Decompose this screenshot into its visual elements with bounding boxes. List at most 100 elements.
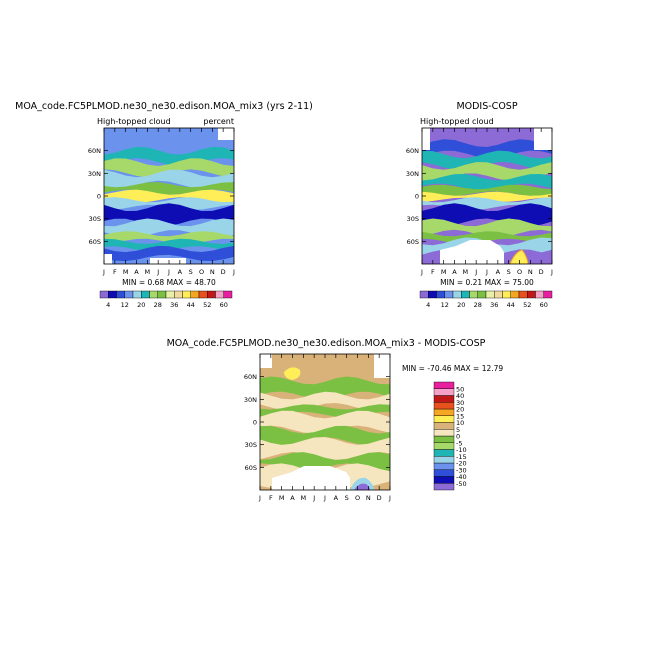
panel-observations: MODIS-COSP High-topped cloud 60N30N030S6…: [406, 101, 553, 309]
missing-region: [104, 254, 112, 264]
x-tick-label: J: [232, 268, 235, 276]
x-tick-label: M: [441, 268, 447, 276]
colorbar-swatch: [419, 290, 429, 299]
missing-region: [509, 249, 529, 264]
colorbar-swatch: [223, 290, 233, 299]
y-tick-label: 30N: [244, 396, 257, 404]
panel-title: MODIS-COSP: [456, 101, 517, 112]
x-tick-label: A: [178, 268, 183, 276]
colorbar-swatch: [124, 290, 134, 299]
missing-region: [260, 354, 272, 368]
colorbar-swatch: [433, 422, 455, 430]
x-tick-label: J: [485, 268, 488, 276]
colorbar-label: 50: [456, 385, 464, 393]
panel-title: MOA_code.FC5PLMOD.ne30_ne30.edison.MOA_m…: [167, 338, 486, 349]
contour-band: [104, 238, 234, 252]
colorbar-label: 4: [426, 301, 430, 309]
colorbar-label: -15: [456, 453, 467, 461]
y-tick-label: 30N: [88, 170, 101, 178]
colorbar-label: 60: [220, 301, 228, 309]
holes: [422, 128, 552, 264]
colorbar-swatch: [433, 388, 455, 396]
colorbar-swatch: [436, 290, 445, 299]
colorbar-swatch: [502, 290, 511, 299]
missing-region: [218, 128, 234, 140]
x-tick-label: S: [345, 494, 349, 502]
colorbar-swatch: [157, 290, 167, 299]
contour-band: [260, 437, 390, 460]
missing-region: [534, 128, 552, 150]
colorbar-label: -30: [456, 466, 467, 474]
colorbar-swatch: [433, 402, 455, 410]
contour-band: [104, 158, 234, 178]
colorbar-label: 5: [456, 426, 460, 434]
colorbar-swatch: [116, 290, 125, 299]
y-tick-label: 60N: [88, 147, 101, 155]
stats: MIN = -70.46 MAX = 12.79: [402, 364, 503, 373]
colorbar-label: 20: [457, 301, 465, 309]
colorbar-swatch: [149, 290, 158, 299]
x-tick-label: D: [221, 268, 226, 276]
feature-max: [284, 367, 301, 380]
colorbar-swatch: [433, 395, 455, 403]
x-tick-label: J: [420, 268, 423, 276]
x-tick-label: J: [258, 494, 261, 502]
missing-region: [374, 354, 390, 378]
x-tick-label: A: [134, 268, 139, 276]
colorbar-swatch: [452, 290, 462, 299]
x-tick-label: J: [156, 268, 159, 276]
panel-left-label: High-topped cloud: [97, 117, 171, 126]
colorbar-label: 30: [456, 399, 464, 407]
x-tick-label: J: [474, 268, 477, 276]
colorbar: 4 12 20 28 36 44 52 60: [99, 290, 233, 309]
contour-band: [104, 231, 234, 244]
x-tick-label: N: [528, 268, 533, 276]
x-tick-label: M: [301, 494, 307, 502]
contour-band: [260, 425, 390, 445]
colorbar-swatch: [461, 290, 470, 299]
colorbar-label: 36: [490, 301, 498, 309]
x-tick-label: F: [269, 494, 273, 502]
colorbar-swatch: [433, 476, 455, 484]
y-tick-label: 60S: [245, 464, 257, 472]
x-tick-label: M: [145, 268, 151, 276]
colorbar-swatch: [485, 290, 495, 299]
colorbar-label: 52: [523, 301, 531, 309]
x-tick-label: A: [290, 494, 295, 502]
x-tick-label: D: [377, 494, 382, 502]
contour-band: [104, 169, 234, 189]
holes: [260, 354, 390, 490]
panel-left-label: High-topped cloud: [420, 117, 494, 126]
field: [104, 128, 234, 264]
colorbar-label: 44: [187, 301, 195, 309]
colorbar-swatch: [428, 290, 437, 299]
x-tick-label: J: [167, 268, 170, 276]
x-tick-label: J: [312, 494, 315, 502]
y-tick-label: 60N: [244, 373, 257, 381]
contour-band: [422, 174, 552, 191]
colorbar-label: -5: [456, 439, 462, 447]
y-tick-label: 0: [97, 193, 101, 201]
colorbar: 4 12 20 28 36 44 52 60: [419, 290, 553, 309]
contour-band: [422, 218, 552, 238]
x-tick-label: A: [334, 494, 339, 502]
colorbar-swatch: [165, 290, 175, 299]
x-tick-label: O: [199, 268, 204, 276]
panel-difference: MOA_code.FC5PLMOD.ne30_ne30.edison.MOA_m…: [167, 338, 504, 502]
colorbar-swatch: [433, 469, 455, 477]
x-tick-label: N: [366, 494, 371, 502]
missing-region: [150, 258, 186, 264]
colorbar-swatch: [518, 290, 528, 299]
colorbar-label: -40: [456, 473, 467, 481]
y-tick-label: 0: [415, 193, 419, 201]
holes: [104, 128, 234, 264]
x-tick-label: S: [507, 268, 511, 276]
stats: MIN = 0.21 MAX = 75.00: [440, 278, 534, 287]
contour-band: [422, 191, 552, 202]
x-tick-label: M: [279, 494, 285, 502]
colorbar-swatch: [469, 290, 478, 299]
missing-region: [440, 240, 504, 264]
colorbar-label: 28: [474, 301, 482, 309]
colorbar-swatch: [433, 462, 455, 470]
colorbar-label: 44: [507, 301, 515, 309]
